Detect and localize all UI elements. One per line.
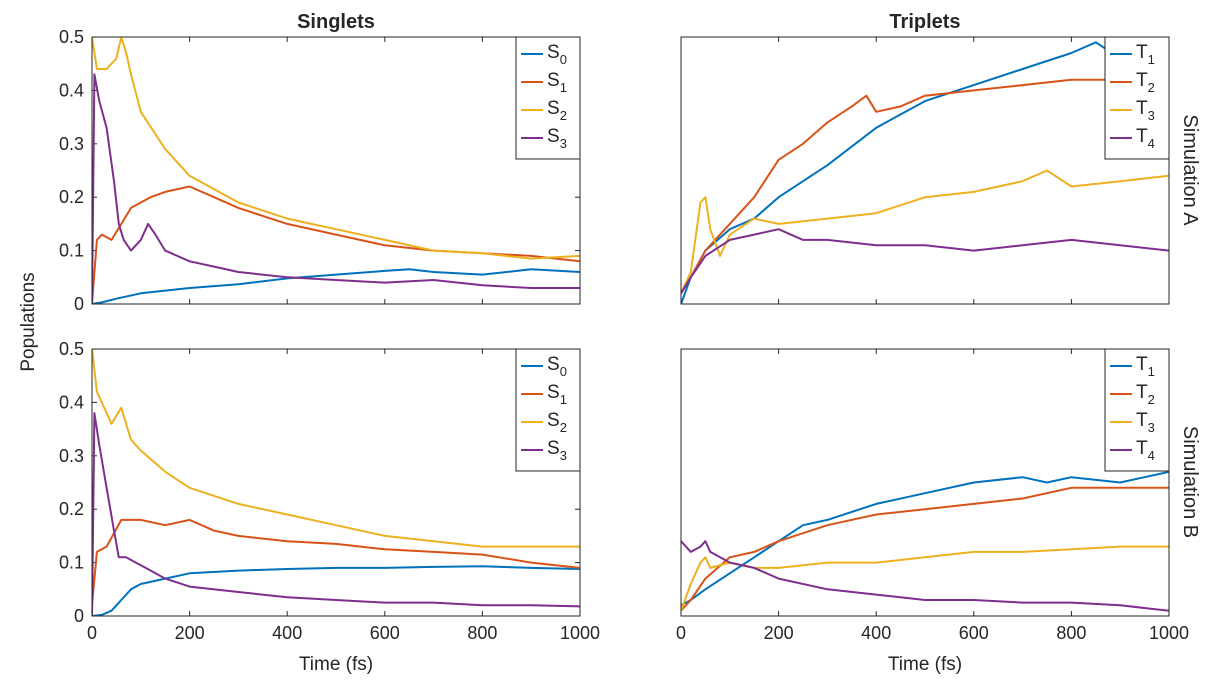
panel-3: 0 200 400 600 800 1000 0 0.1 0.2 0.3 0.4 0.5 S0S1S2S… <box>59 339 600 643</box>
series-line-T1 <box>681 470 1169 607</box>
x-tick-label: 0 <box>676 623 686 643</box>
y-tick-label: 0.3 <box>59 446 84 466</box>
series-line-S0 <box>92 268 580 304</box>
y-tick-label: 0 <box>74 294 84 314</box>
series-line-T2 <box>681 486 1169 612</box>
series-group <box>92 37 580 304</box>
axes-frame <box>91 36 581 305</box>
column-title-singlets: Singlets <box>297 11 375 33</box>
series-line-S0 <box>92 565 580 616</box>
row-label-simulation-a: Simulation A <box>1179 114 1201 226</box>
y-tick-label: 0.1 <box>59 553 84 573</box>
series-line-T4 <box>681 540 1169 612</box>
y-tick-label: 0.2 <box>59 499 84 519</box>
series-group <box>681 470 1169 612</box>
x-axis-label-triplets: Time (fs) <box>888 654 962 675</box>
series-group <box>92 349 580 616</box>
y-tick-label: 0.2 <box>59 187 84 207</box>
y-axis-label: Populations <box>18 272 39 371</box>
series-line-S2 <box>92 349 580 548</box>
series-line-S2 <box>92 37 580 260</box>
series-line-T2 <box>681 78 1169 294</box>
x-tick-label: 0 <box>87 623 97 643</box>
y-tick-label: 0.5 <box>59 339 84 359</box>
y-tick-label: 0.4 <box>59 80 84 100</box>
axes-frame <box>91 348 581 617</box>
series-line-T4 <box>681 228 1169 294</box>
row-label-simulation-b: Simulation B <box>1179 426 1201 538</box>
axes-frame <box>680 348 1170 617</box>
x-axis-label-singlets: Time (fs) <box>299 654 373 675</box>
y-tick-label: 0.1 <box>59 241 84 261</box>
series-line-T3 <box>681 169 1169 294</box>
x-tick-label: 800 <box>467 623 497 643</box>
x-tick-label: 400 <box>861 623 891 643</box>
x-tick-label: 1000 <box>560 623 600 643</box>
y-tick-label: 0.5 <box>59 27 84 47</box>
series-line-S1 <box>92 518 580 606</box>
x-tick-label: 600 <box>370 623 400 643</box>
x-tick-label: 200 <box>175 623 205 643</box>
x-tick-label: 800 <box>1056 623 1086 643</box>
y-tick-label: 0 <box>74 606 84 626</box>
x-tick-label: 600 <box>959 623 989 643</box>
column-title-triplets: Triplets <box>889 11 960 33</box>
x-tick-label: 200 <box>764 623 794 643</box>
axes-frame <box>680 36 1170 305</box>
series-group <box>681 41 1169 304</box>
series-line-T3 <box>681 545 1169 612</box>
y-tick-label: 0.3 <box>59 134 84 154</box>
x-tick-label: 400 <box>272 623 302 643</box>
y-tick-label: 0.4 <box>59 392 84 412</box>
series-line-S3 <box>92 412 580 616</box>
series-line-S3 <box>92 73 580 304</box>
x-tick-label: 1000 <box>1149 623 1189 643</box>
series-line-T1 <box>681 41 1169 304</box>
